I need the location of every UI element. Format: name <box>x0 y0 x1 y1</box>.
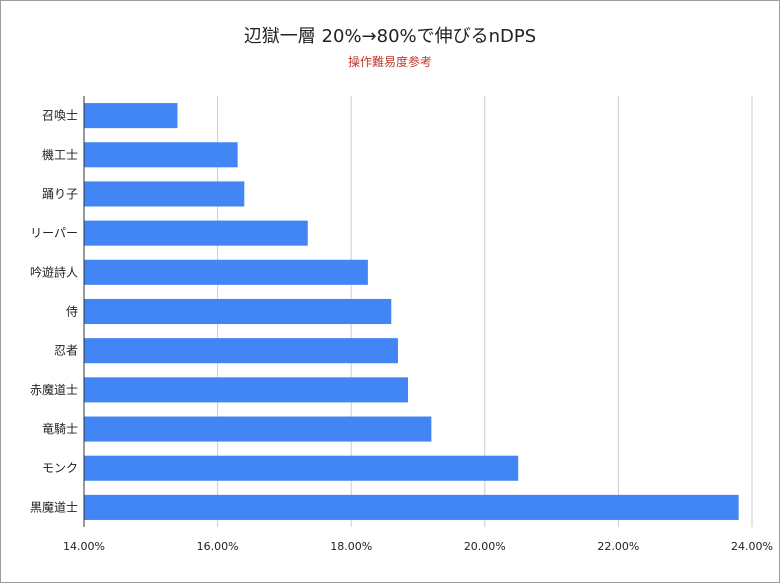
gridlines <box>217 96 753 527</box>
x-tick-label: 14.00% <box>63 540 105 553</box>
category-label: 踊り子 <box>42 187 78 201</box>
category-label: リーパー <box>30 226 78 240</box>
bar <box>84 220 308 246</box>
category-label: 竜騎士 <box>42 422 78 436</box>
x-tick-label: 16.00% <box>197 540 239 553</box>
bar <box>84 103 178 129</box>
bar <box>84 298 392 325</box>
bars <box>84 103 739 520</box>
x-tick-label: 22.00% <box>597 540 639 553</box>
x-tick-label: 24.00% <box>731 540 773 553</box>
bar <box>84 377 408 403</box>
category-label: 赤魔道士 <box>30 382 78 397</box>
x-tick-label: 20.00% <box>464 540 506 553</box>
category-label: 召喚士 <box>42 109 78 123</box>
category-label: 黒魔道士 <box>30 499 78 514</box>
chart-subtitle: 操作難易度参考 <box>347 55 432 69</box>
bar <box>84 259 368 285</box>
category-label: 侍 <box>66 305 78 319</box>
bar <box>84 494 739 520</box>
bar <box>84 338 398 364</box>
x-tick-labels: 14.00% 16.00% 18.00% 20.00% 22.00% 24.00% <box>63 540 773 553</box>
bar <box>84 142 238 168</box>
bar <box>84 455 519 481</box>
category-label: 機工士 <box>42 147 78 162</box>
category-label: モンク <box>42 461 78 475</box>
x-tick-label: 18.00% <box>330 540 372 553</box>
bar <box>84 416 432 442</box>
category-label: 忍者 <box>54 344 78 358</box>
bar <box>84 181 245 207</box>
category-label: 吟遊詩人 <box>30 264 78 279</box>
chart-title: 辺獄一層 20%→80%で伸びるnDPS <box>243 26 537 47</box>
